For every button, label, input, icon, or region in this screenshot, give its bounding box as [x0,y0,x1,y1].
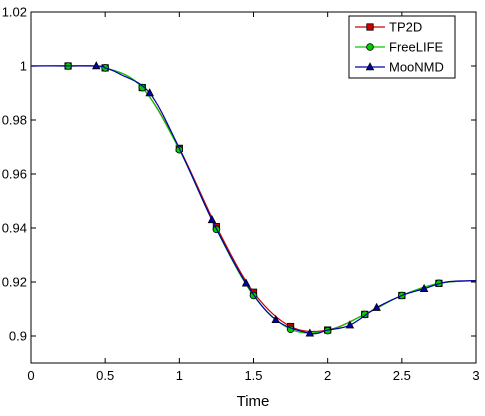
axis-ticks: 0 0.5 1 1.5 2 2.5 3 0.9 0.92 0.94 0.96 0.98 1 1.02 [2,5,480,384]
x-tick-label: 0.5 [96,368,114,383]
data-point-moonmd [241,278,251,287]
data-point-moonmd [271,314,281,324]
y-tick-label: 1.02 [2,5,27,20]
x-tick-label: 0 [27,368,34,383]
legend-label: MooNMD [389,60,444,75]
series-line-moonmd [30,65,477,335]
legend-item-freelife: FreeLIFE [355,40,444,55]
data-point-moonmd [92,61,101,70]
data-point-moonmd [145,88,154,97]
y-tick-label: 0.92 [2,275,27,290]
data-point-moonmd [305,328,315,337]
series-group [30,61,477,337]
y-tick-label: 0.98 [2,113,27,128]
x-tick-label: 3 [472,368,479,383]
data-point-moonmd [207,215,217,224]
y-tick-label: 1 [20,59,27,74]
x-tick-label: 1 [176,368,183,383]
legend-item-moonmd: MooNMD [355,60,444,75]
legend-label: TP2D [389,20,422,35]
data-point-freelife [360,310,369,319]
x-tick-label: 2 [324,368,331,383]
legend-swatch-marker [365,62,375,71]
y-tick-label: 0.96 [2,167,27,182]
data-point-moonmd [345,320,355,329]
data-point-freelife [138,83,147,92]
legend-swatch-marker [366,43,374,51]
legend-swatch-marker [366,23,374,31]
y-tick-label: 0.94 [2,221,27,236]
y-tick-label: 0.9 [9,329,27,344]
legend: TP2D FreeLIFE MooNMD [348,15,456,79]
legend-label: FreeLIFE [389,40,444,55]
x-tick-label: 1.5 [244,368,262,383]
data-point-moonmd [372,302,381,311]
x-tick-label: 2.5 [393,368,411,383]
x-axis-label: Time [237,393,270,410]
data-point-moonmd [419,283,429,292]
series-moonmd [30,61,477,337]
legend-item-tp2d: TP2D [355,20,422,35]
